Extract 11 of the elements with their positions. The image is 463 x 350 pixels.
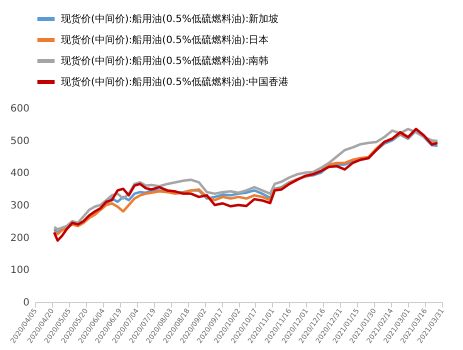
y-tick-label: 0 [23,298,30,308]
legend-label: 现货价(中间价):船用油(0.5%低硫燃料油):中国香港 [61,76,289,88]
legend-label: 现货价(中间价):船用油(0.5%低硫燃料油):日本 [61,34,269,46]
y-tick-label: 500 [10,136,30,147]
legend-label: 现货价(中间价):船用油(0.5%低硫燃料油):南韩 [61,55,269,67]
y-tick-label: 600 [10,104,30,114]
y-tick-label: 400 [10,168,30,180]
y-tick-label: 100 [10,265,30,276]
y-tick-label: 300 [10,200,30,212]
legend-label: 现货价(中间价):船用油(0.5%低硫燃料油):新加坡 [61,13,279,25]
y-tick-label: 200 [10,232,30,244]
